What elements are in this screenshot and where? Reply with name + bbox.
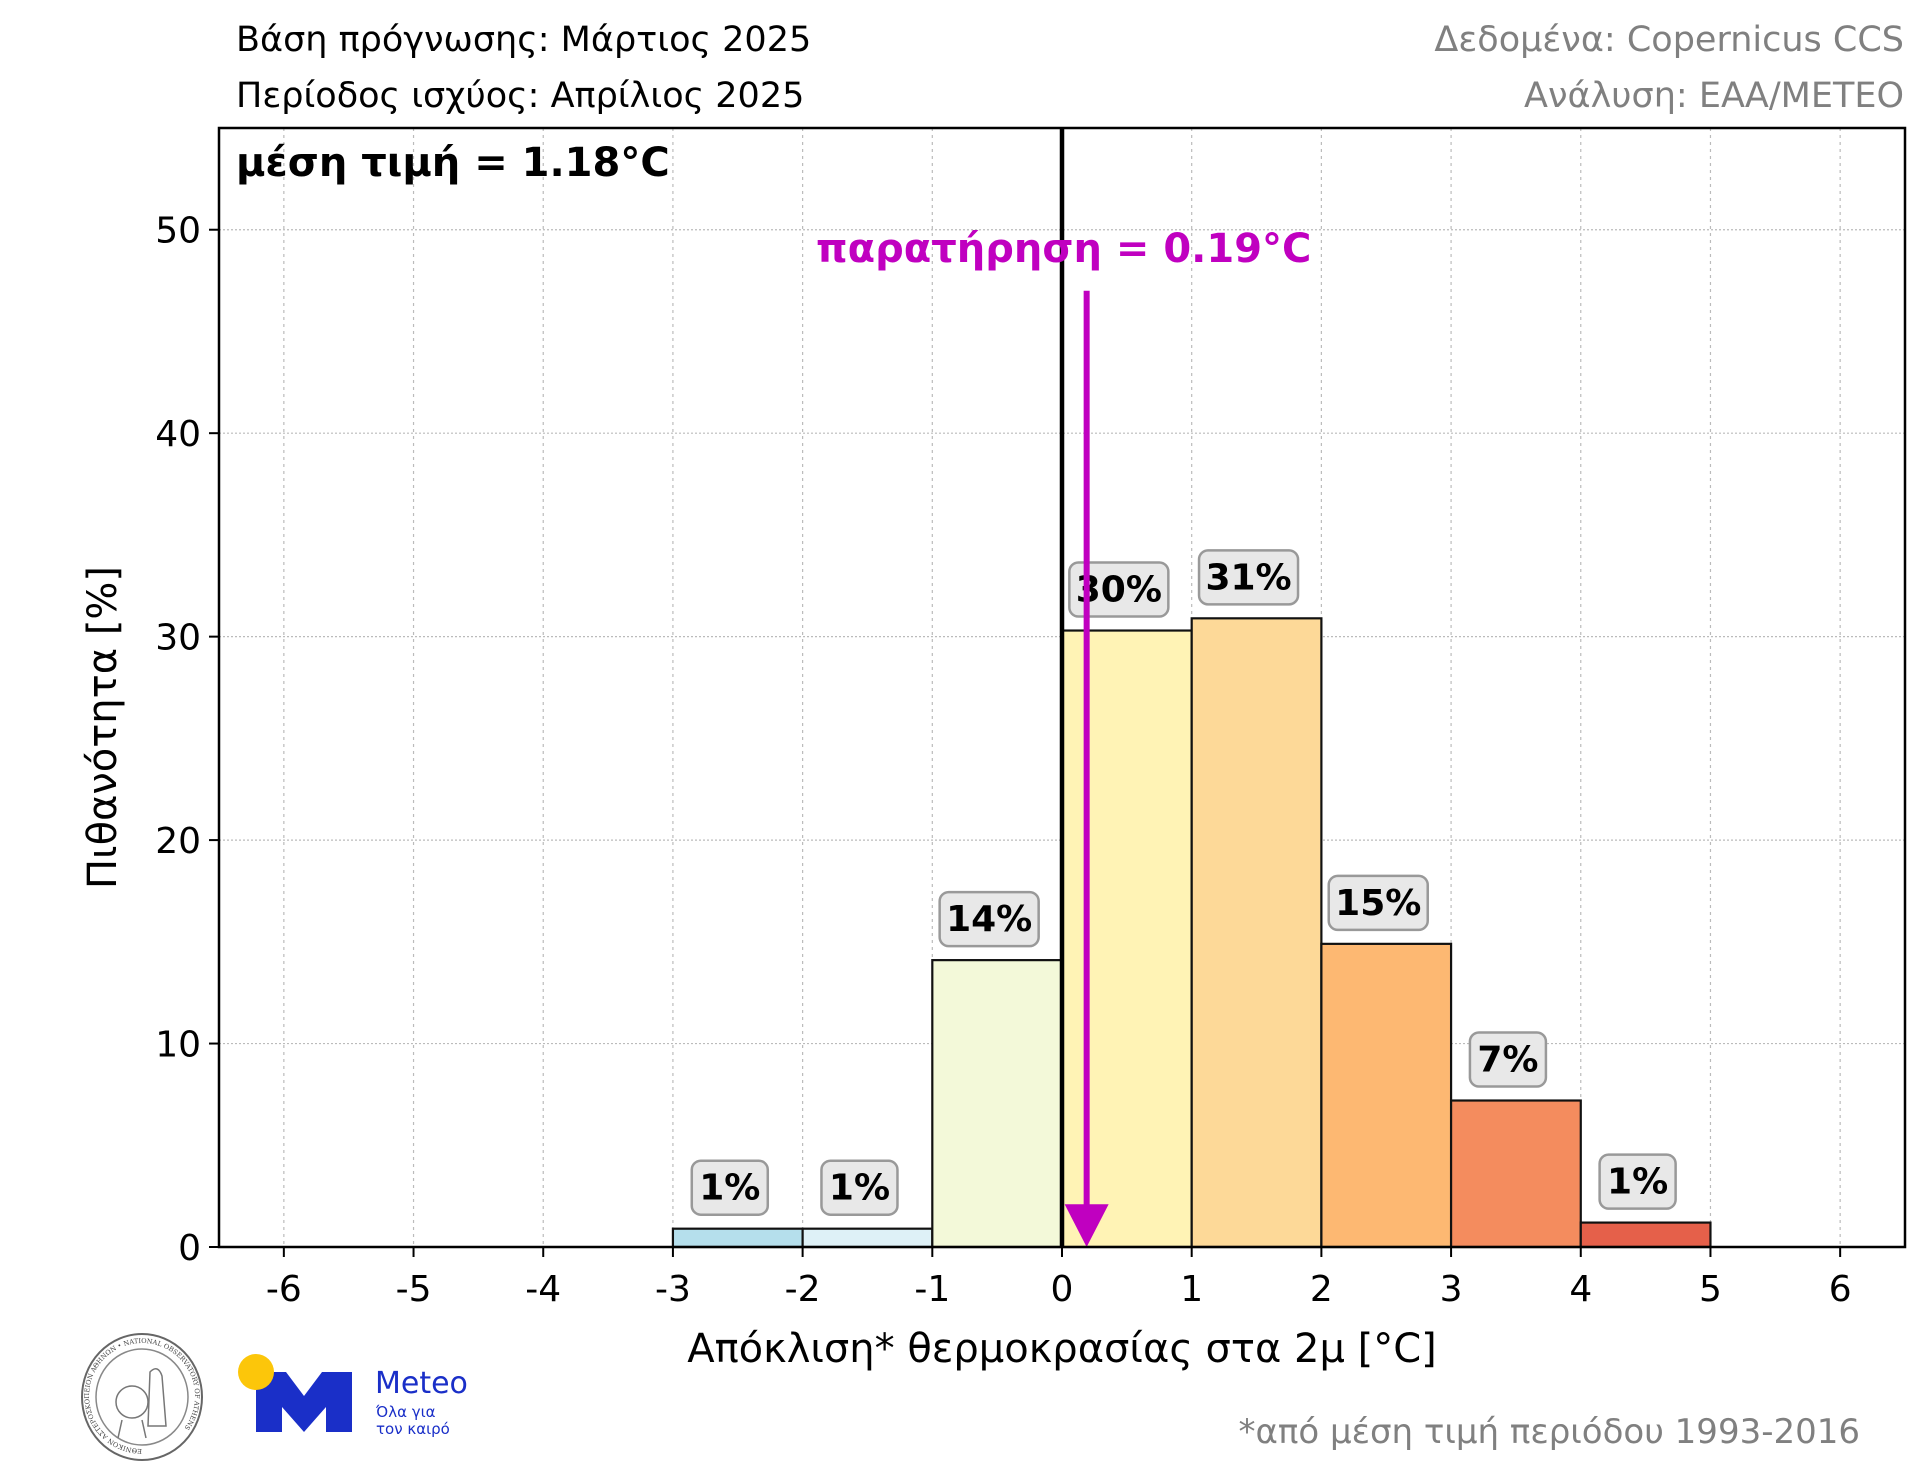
x-tick-label: -1 [914,1269,950,1310]
bar-label-box [1468,1031,1548,1088]
bar-label-box [938,890,1040,948]
x-tick-label: -4 [525,1269,561,1310]
x-tick-label: 4 [1569,1269,1592,1310]
observatory-seal-logo: ΕΘΝΙΚΟΝ ΑΣΤΕΡΟΣΚΟΠΕΙΟΝ ΑΘΗΝΩΝ • NATIONAL… [81,1333,203,1461]
observation-arrow-head [1064,1204,1109,1247]
bar-value-label: 7% [1477,1040,1538,1081]
x-axis-label: Απόκλιση* θερμοκρασίας στα 2μ [°C] [687,1326,1437,1372]
bar-value-label: 15% [1335,883,1421,924]
mean-annotation: μέση τιμή = 1.18°C [236,140,670,186]
y-tick-label: 0 [178,1228,201,1269]
forecast-base-text: Βάση πρόγνωσης: Μάρτιος 2025 [236,20,812,60]
y-tick-label: 50 [155,211,201,252]
meteo-tagline-line1: Όλα για [376,1403,436,1421]
x-tick-label: -3 [655,1269,691,1310]
bar-label-box [1327,874,1429,932]
histogram-bar [671,1227,804,1249]
bar-value-label: 30% [1076,570,1162,611]
bar-value-label: 14% [946,899,1032,940]
bar-label-box [1068,561,1170,618]
bar-label-box [820,1159,899,1216]
x-tick-label: 3 [1440,1269,1463,1310]
meteo-tagline: Όλα για τον καιρό [376,1404,450,1438]
x-tick-label: 5 [1699,1269,1722,1310]
bar-value-label: 1% [1607,1162,1668,1203]
y-axis-label: Πιθανότητα [%] [80,566,126,889]
x-tick-label: 2 [1310,1269,1333,1310]
histogram-bar [1060,629,1193,1249]
bar-value-label: 1% [829,1168,890,1209]
meteo-tagline-line2: τον καιρό [376,1420,450,1438]
footnote-text: *από μέση τιμή περιόδου 1993-2016 [1238,1412,1860,1452]
meteo-logo-text: Meteo [375,1366,468,1401]
data-source-text: Δεδομένα: Copernicus CCS [1434,20,1904,60]
bar-label-box [690,1159,770,1216]
bar-label-box [1197,549,1300,606]
histogram-bar [931,959,1064,1249]
bar-value-label: 31% [1205,557,1291,598]
x-tick-label: -2 [785,1269,821,1310]
y-tick-label: 40 [155,414,201,455]
x-tick-label: -6 [266,1269,302,1310]
histogram-bar [801,1227,934,1249]
histogram-bar [1190,617,1323,1249]
observation-annotation: παρατήρηση = 0.19°C [816,226,1311,272]
x-tick-label: 0 [1051,1269,1074,1310]
y-tick-label: 20 [155,821,201,862]
histogram-bar [1320,942,1453,1249]
analysis-credit-text: Ανάλυση: ΕΑΑ/METEO [1524,76,1904,116]
y-tick-label: 30 [155,618,201,659]
meteo-logo [238,1354,352,1432]
bar-label-box [1598,1153,1677,1210]
x-tick-label: 6 [1829,1269,1852,1310]
histogram-bar [1449,1099,1582,1249]
y-tick-label: 10 [155,1025,201,1066]
validity-period-text: Περίοδος ισχύος: Απρίλιος 2025 [236,76,805,116]
x-tick-label: 1 [1180,1269,1203,1310]
histogram-bar [1579,1221,1712,1249]
bar-value-label: 1% [699,1168,760,1209]
x-tick-label: -5 [396,1269,432,1310]
